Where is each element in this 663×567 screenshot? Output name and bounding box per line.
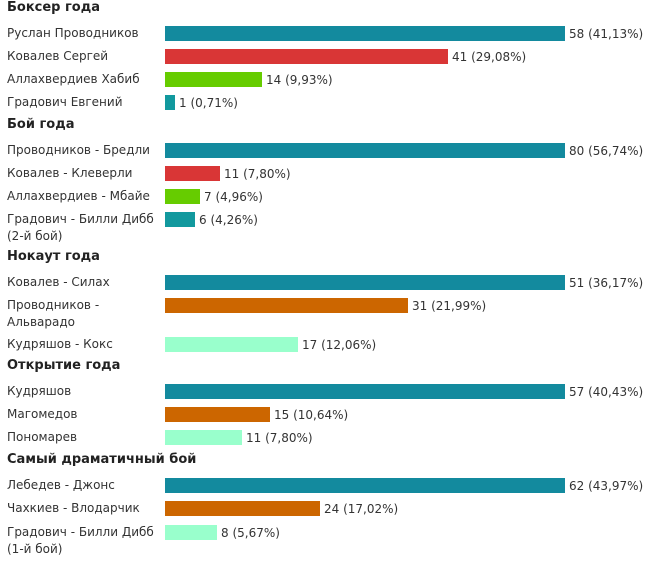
option-label: Кудряшов bbox=[7, 384, 72, 398]
vote-count-label: 15 (10,64%) bbox=[274, 408, 349, 422]
vote-count-label: 41 (29,08%) bbox=[452, 50, 527, 64]
vote-bar bbox=[165, 72, 262, 87]
vote-count-label: 17 (12,06%) bbox=[302, 338, 377, 352]
option-label: Кудряшов - Кокс bbox=[7, 337, 113, 351]
option-label: Проводников - Бредли bbox=[7, 143, 150, 157]
vote-bar bbox=[165, 275, 565, 290]
option-label: Ковалев Сергей bbox=[7, 49, 109, 63]
vote-bar bbox=[165, 166, 220, 181]
option-label: Градович - Билли Дибб (2-й бой) bbox=[7, 212, 154, 243]
vote-count-label: 8 (5,67%) bbox=[221, 526, 280, 540]
vote-bar bbox=[165, 143, 565, 158]
section-title: Открытие года bbox=[7, 358, 121, 373]
option-label: Чахкиев - Влодарчик bbox=[7, 501, 140, 515]
option-label: Ковалев - Силах bbox=[7, 275, 110, 289]
vote-bar bbox=[165, 212, 195, 227]
option-label: Проводников - Альварадо bbox=[7, 298, 100, 329]
vote-count-label: 14 (9,93%) bbox=[266, 73, 333, 87]
vote-count-label: 24 (17,02%) bbox=[324, 502, 399, 516]
vote-bar bbox=[165, 407, 270, 422]
vote-bar bbox=[165, 337, 298, 352]
option-label: Градович - Билли Дибб (1-й бой) bbox=[7, 525, 154, 556]
vote-count-label: 1 (0,71%) bbox=[179, 96, 238, 110]
vote-bar bbox=[165, 525, 217, 540]
vote-bar bbox=[165, 384, 565, 399]
vote-count-label: 31 (21,99%) bbox=[412, 299, 487, 313]
vote-count-label: 51 (36,17%) bbox=[569, 276, 644, 290]
vote-bar bbox=[165, 478, 565, 493]
vote-bar bbox=[165, 298, 408, 313]
vote-count-label: 80 (56,74%) bbox=[569, 144, 644, 158]
vote-bar bbox=[165, 501, 320, 516]
option-label: Лебедев - Джонс bbox=[7, 478, 115, 492]
option-label: Магомедов bbox=[7, 407, 78, 421]
vote-bar bbox=[165, 26, 565, 41]
vote-count-label: 7 (4,96%) bbox=[204, 190, 263, 204]
section-title: Нокаут года bbox=[7, 249, 100, 264]
vote-count-label: 11 (7,80%) bbox=[224, 167, 291, 181]
section-title: Боксер года bbox=[7, 0, 101, 15]
option-label: Руслан Проводников bbox=[7, 26, 139, 40]
section-title: Бой года bbox=[7, 117, 75, 132]
vote-bar bbox=[165, 95, 175, 110]
vote-bar bbox=[165, 189, 200, 204]
option-label: Ковалев - Клеверли bbox=[7, 166, 133, 180]
vote-bar bbox=[165, 430, 242, 445]
vote-count-label: 58 (41,13%) bbox=[569, 27, 644, 41]
vote-count-label: 6 (4,26%) bbox=[199, 213, 258, 227]
vote-count-label: 62 (43,97%) bbox=[569, 479, 644, 493]
vote-count-label: 11 (7,80%) bbox=[246, 431, 313, 445]
section-title: Самый драматичный бой bbox=[7, 452, 197, 467]
option-label: Аллахвердиев - Мбайе bbox=[7, 189, 150, 203]
option-label: Аллахвердиев Хабиб bbox=[7, 72, 140, 86]
option-label: Градович Евгений bbox=[7, 95, 123, 109]
vote-bar bbox=[165, 49, 448, 64]
vote-count-label: 57 (40,43%) bbox=[569, 385, 644, 399]
option-label: Пономарев bbox=[7, 430, 78, 444]
